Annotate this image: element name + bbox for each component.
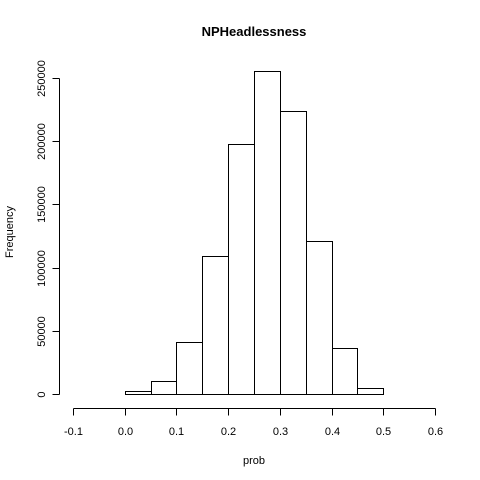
- histogram-bar: [332, 348, 358, 395]
- histogram-bar: [306, 241, 333, 395]
- histogram-bar: [125, 391, 152, 395]
- y-axis-label: Frequency: [4, 206, 16, 258]
- histogram-bar: [357, 388, 384, 395]
- x-tick-label: -0.1: [64, 426, 83, 438]
- histogram-bars: [125, 71, 384, 395]
- histogram-bar: [280, 111, 307, 395]
- y-axis: 0 50000 100000 150000 200000 250000: [36, 60, 60, 398]
- y-tick-label: 50000: [36, 316, 48, 347]
- histogram-bar: [176, 342, 203, 395]
- x-tick-label: 0.6: [428, 426, 443, 438]
- x-axis-label: prob: [243, 455, 265, 467]
- chart-title: NPHeadlessness: [202, 24, 307, 39]
- x-axis: -0.1 0.0 0.1 0.2 0.3 0.4 0.5 0.6: [64, 408, 443, 438]
- histogram-bar: [254, 71, 281, 395]
- x-tick-label: 0.3: [273, 426, 288, 438]
- x-tick-label: 0.4: [325, 426, 340, 438]
- x-tick-label: 0.0: [118, 426, 133, 438]
- histogram-bar: [228, 144, 255, 395]
- x-tick-label: 0.2: [221, 426, 236, 438]
- histogram-bar: [202, 256, 229, 395]
- y-tick-label: 0: [36, 391, 48, 397]
- x-tick-label: 0.5: [376, 426, 391, 438]
- histogram-bar: [151, 381, 177, 395]
- y-tick-label: 100000: [36, 250, 48, 287]
- y-tick-label: 200000: [36, 123, 48, 160]
- y-tick-label: 150000: [36, 186, 48, 223]
- y-tick-label: 250000: [36, 60, 48, 97]
- x-tick-label: 0.1: [169, 426, 184, 438]
